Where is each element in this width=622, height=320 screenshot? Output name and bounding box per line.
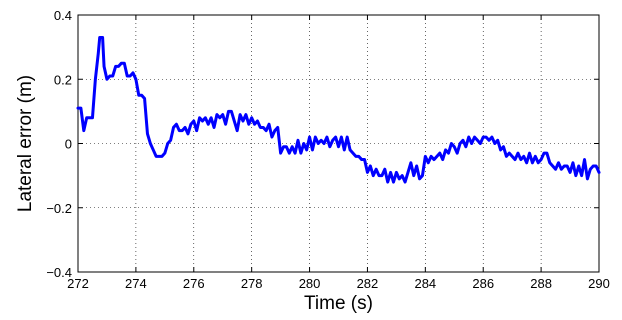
x-tick-label: 274 (125, 276, 147, 291)
y-tick-label: −0.2 (46, 201, 72, 216)
x-axis-title: Time (s) (304, 293, 373, 314)
tick-labels: 272 274 276 278 280 282 284 286 288 290 −0.4 −0.2 0 0… (46, 8, 610, 291)
x-tick-label: 282 (357, 276, 379, 291)
y-axis-title: Lateral error (m) (15, 75, 36, 212)
x-tick-label: 272 (67, 276, 89, 291)
series-line (76, 35, 601, 184)
y-tick-label: 0.2 (54, 72, 72, 87)
series-layer (76, 35, 601, 184)
x-tick-label: 286 (472, 276, 494, 291)
x-tick-label: 290 (588, 276, 610, 291)
y-tick-label: 0 (65, 137, 72, 152)
x-tick-label: 276 (183, 276, 205, 291)
y-tick-label: 0.4 (54, 8, 72, 23)
y-tick-label: −0.4 (46, 265, 72, 280)
x-tick-label: 284 (414, 276, 436, 291)
x-tick-label: 278 (241, 276, 263, 291)
axis-ticks (77, 14, 600, 273)
x-tick-label: 280 (299, 276, 321, 291)
x-tick-label: 288 (530, 276, 552, 291)
